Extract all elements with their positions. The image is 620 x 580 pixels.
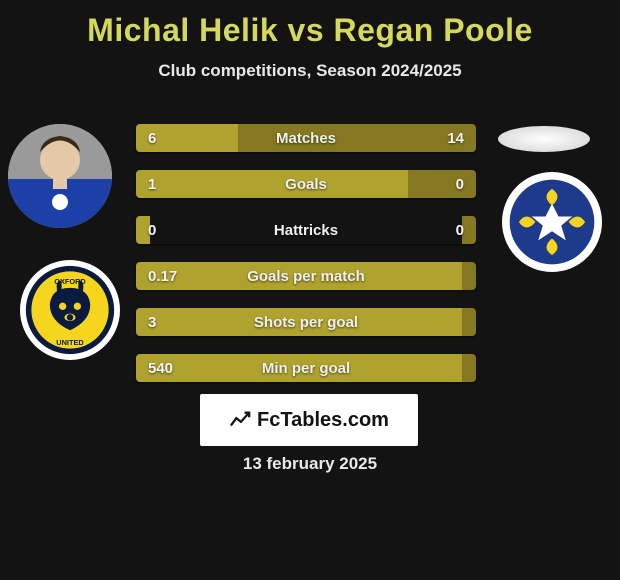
stat-label: Goals xyxy=(136,170,476,198)
club-logo-right xyxy=(502,172,602,272)
stat-value-right: 14 xyxy=(447,124,464,152)
portsmouth-icon xyxy=(506,176,598,268)
club-logo-left: OXFORD UNITED xyxy=(20,260,120,360)
stat-label: Goals per match xyxy=(136,262,476,290)
stat-row-mpg: 540 Min per goal xyxy=(136,354,476,382)
player-silhouette-icon xyxy=(8,124,112,228)
stat-row-hattricks: 0 Hattricks 0 xyxy=(136,216,476,244)
player-photo-left xyxy=(8,124,112,228)
fctables-label: FcTables.com xyxy=(257,409,389,432)
stat-row-spg: 3 Shots per goal xyxy=(136,308,476,336)
svg-text:OXFORD: OXFORD xyxy=(54,277,85,286)
svg-text:UNITED: UNITED xyxy=(56,338,83,347)
stat-value-right: 0 xyxy=(456,170,464,198)
fctables-badge: FcTables.com xyxy=(200,394,418,446)
subtitle: Club competitions, Season 2024/2025 xyxy=(0,61,620,81)
stat-value-right: 0 xyxy=(456,216,464,244)
chart-icon xyxy=(229,409,251,431)
stat-label: Shots per goal xyxy=(136,308,476,336)
oxford-united-icon: OXFORD UNITED xyxy=(24,264,116,356)
stat-label: Matches xyxy=(136,124,476,152)
stat-row-goals: 1 Goals 0 xyxy=(136,170,476,198)
stat-label: Hattricks xyxy=(136,216,476,244)
ball-badge-right xyxy=(498,126,590,152)
stat-row-matches: 6 Matches 14 xyxy=(136,124,476,152)
stats-bars: 6 Matches 14 1 Goals 0 0 Hattricks 0 0.1… xyxy=(136,124,476,400)
page-title: Michal Helik vs Regan Poole xyxy=(0,0,620,49)
date-line: 13 february 2025 xyxy=(0,454,620,474)
stat-row-gpm: 0.17 Goals per match xyxy=(136,262,476,290)
stat-label: Min per goal xyxy=(136,354,476,382)
